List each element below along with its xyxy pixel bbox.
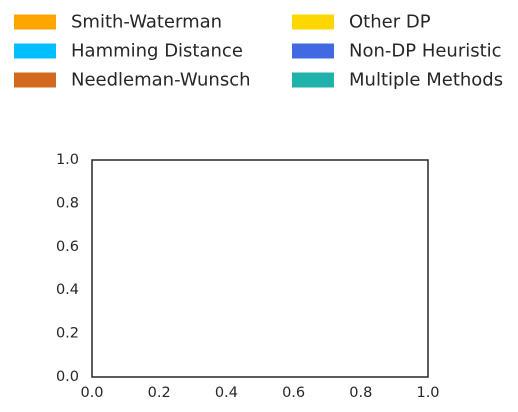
x-tick-label: 0.4 [215,385,238,401]
x-tick-label: 0.8 [349,385,372,401]
legend-swatch-other-dp [292,14,334,30]
y-tick-label: 0.8 [56,195,79,211]
legend-item-hamming-distance: Hamming Distance [14,41,243,62]
legend-swatch-non-dp-heuristic [292,43,334,59]
x-tick-label: 1.0 [416,385,439,401]
y-tick-label: 0.6 [56,239,79,255]
y-axis-ticks: 0.0 0.2 0.4 0.6 0.8 1.0 [56,152,79,385]
legend-label-other-dp: Other DP [349,12,431,33]
legend-item-multiple-methods: Multiple Methods [292,70,503,91]
legend-swatch-needleman-wunsch [14,72,56,88]
legend-item-smith-waterman: Smith-Waterman [14,12,222,33]
chart-axes: 0.0 0.2 0.4 0.6 0.8 1.0 0.0 0.2 0.4 0.6 0.8 1.0 [56,152,440,401]
chart-legend: Smith-Waterman Hamming Distance Needleman-… [14,12,503,91]
legend-label-needleman-wunsch: Needleman-Wunsch [71,70,251,91]
plot-area-frame [91,159,429,378]
y-tick-label: 0.4 [56,282,79,298]
x-tick-label: 0.2 [148,385,171,401]
legend-label-smith-waterman: Smith-Waterman [71,12,222,33]
y-tick-label: 0.0 [56,369,79,385]
x-axis-ticks: 0.0 0.2 0.4 0.6 0.8 1.0 [80,385,439,401]
y-tick-label: 1.0 [56,152,79,168]
x-tick-label: 0.0 [80,385,103,401]
x-tick-label: 0.6 [282,385,305,401]
legend-label-multiple-methods: Multiple Methods [349,70,503,91]
legend-swatch-multiple-methods [292,72,334,88]
legend-swatch-smith-waterman [14,14,56,30]
y-tick-label: 0.2 [56,326,79,342]
legend-label-hamming-distance: Hamming Distance [71,41,243,62]
legend-item-other-dp: Other DP [292,12,431,33]
legend-item-needleman-wunsch: Needleman-Wunsch [14,70,251,91]
legend-item-non-dp-heuristic: Non-DP Heuristic [292,41,502,62]
legend-swatch-hamming-distance [14,43,56,59]
legend-label-non-dp-heuristic: Non-DP Heuristic [349,41,502,62]
